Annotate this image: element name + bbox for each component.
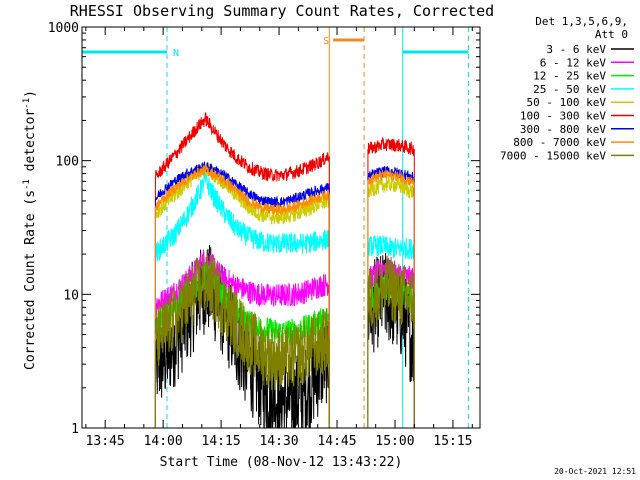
series-trace — [367, 136, 415, 157]
y-tick-label: 1000 — [48, 21, 79, 36]
series-trace — [154, 170, 330, 265]
y-axis: 1 10 100 1000 — [48, 21, 480, 437]
flag-label-n: N — [173, 48, 179, 59]
series-trace — [367, 176, 415, 199]
flag-bars: NS — [82, 36, 469, 59]
plot-frame — [81, 26, 481, 429]
legend-entry: 12 - 25 keV — [533, 70, 606, 83]
x-tick-label: 14:15 — [202, 434, 241, 449]
x-tick-label: 15:00 — [375, 434, 414, 449]
y-axis-label-sup-2: -1 — [22, 98, 32, 109]
series-trace — [154, 164, 330, 216]
x-axis: 13:45 14:00 14:15 14:30 14:45 15:00 15:15 — [85, 27, 473, 449]
series-7000-15000-kev — [154, 249, 415, 428]
x-axis-label: Start Time (08-Nov-12 13:43:22) — [160, 455, 403, 470]
y-axis-label: Corrected Count Rate (s-1 detector-1) — [22, 90, 38, 370]
legend-entry: 3 - 6 keV — [546, 43, 606, 56]
timestamp: 20-Oct-2021 12:51 — [554, 467, 636, 476]
x-tick-label: 15:15 — [433, 434, 472, 449]
y-axis-label-mid: detector — [23, 109, 38, 180]
x-tick-label: 14:00 — [144, 434, 183, 449]
legend-entry: 7000 - 15000 keV — [500, 149, 606, 162]
legend-entry: 300 - 800 keV — [520, 123, 606, 136]
y-axis-label-sup-1: -1 — [22, 179, 32, 190]
legend-entry: 6 - 12 keV — [540, 56, 607, 69]
legend-entry: 100 - 300 keV — [520, 110, 606, 123]
legend-header: Det 1,3,5,6,9, — [535, 15, 628, 28]
x-tick-label: 13:45 — [86, 434, 125, 449]
series-trace — [367, 255, 415, 329]
series-trace — [367, 169, 415, 186]
x-tick-label: 14:30 — [259, 434, 298, 449]
legend-header: Att 0 — [595, 28, 628, 41]
legend-entry: 25 - 50 keV — [533, 83, 606, 96]
y-tick-label: 1 — [71, 422, 79, 437]
legend-entry: 800 - 7000 keV — [513, 136, 606, 149]
y-tick-label: 10 — [63, 288, 79, 303]
y-axis-label-end: ) — [23, 90, 38, 98]
chart-title: RHESSI Observing Summary Count Rates, Co… — [70, 2, 494, 20]
series-trace — [367, 234, 415, 260]
flag-label-s: S — [323, 36, 329, 47]
y-tick-label: 100 — [56, 155, 79, 170]
series-trace — [154, 249, 330, 391]
series-layer — [154, 111, 415, 430]
series-trace — [154, 111, 330, 184]
x-tick-label: 14:45 — [317, 434, 356, 449]
legend-entry: 50 - 100 keV — [527, 96, 607, 109]
y-axis-label-main: Corrected Count Rate (s — [23, 190, 38, 370]
